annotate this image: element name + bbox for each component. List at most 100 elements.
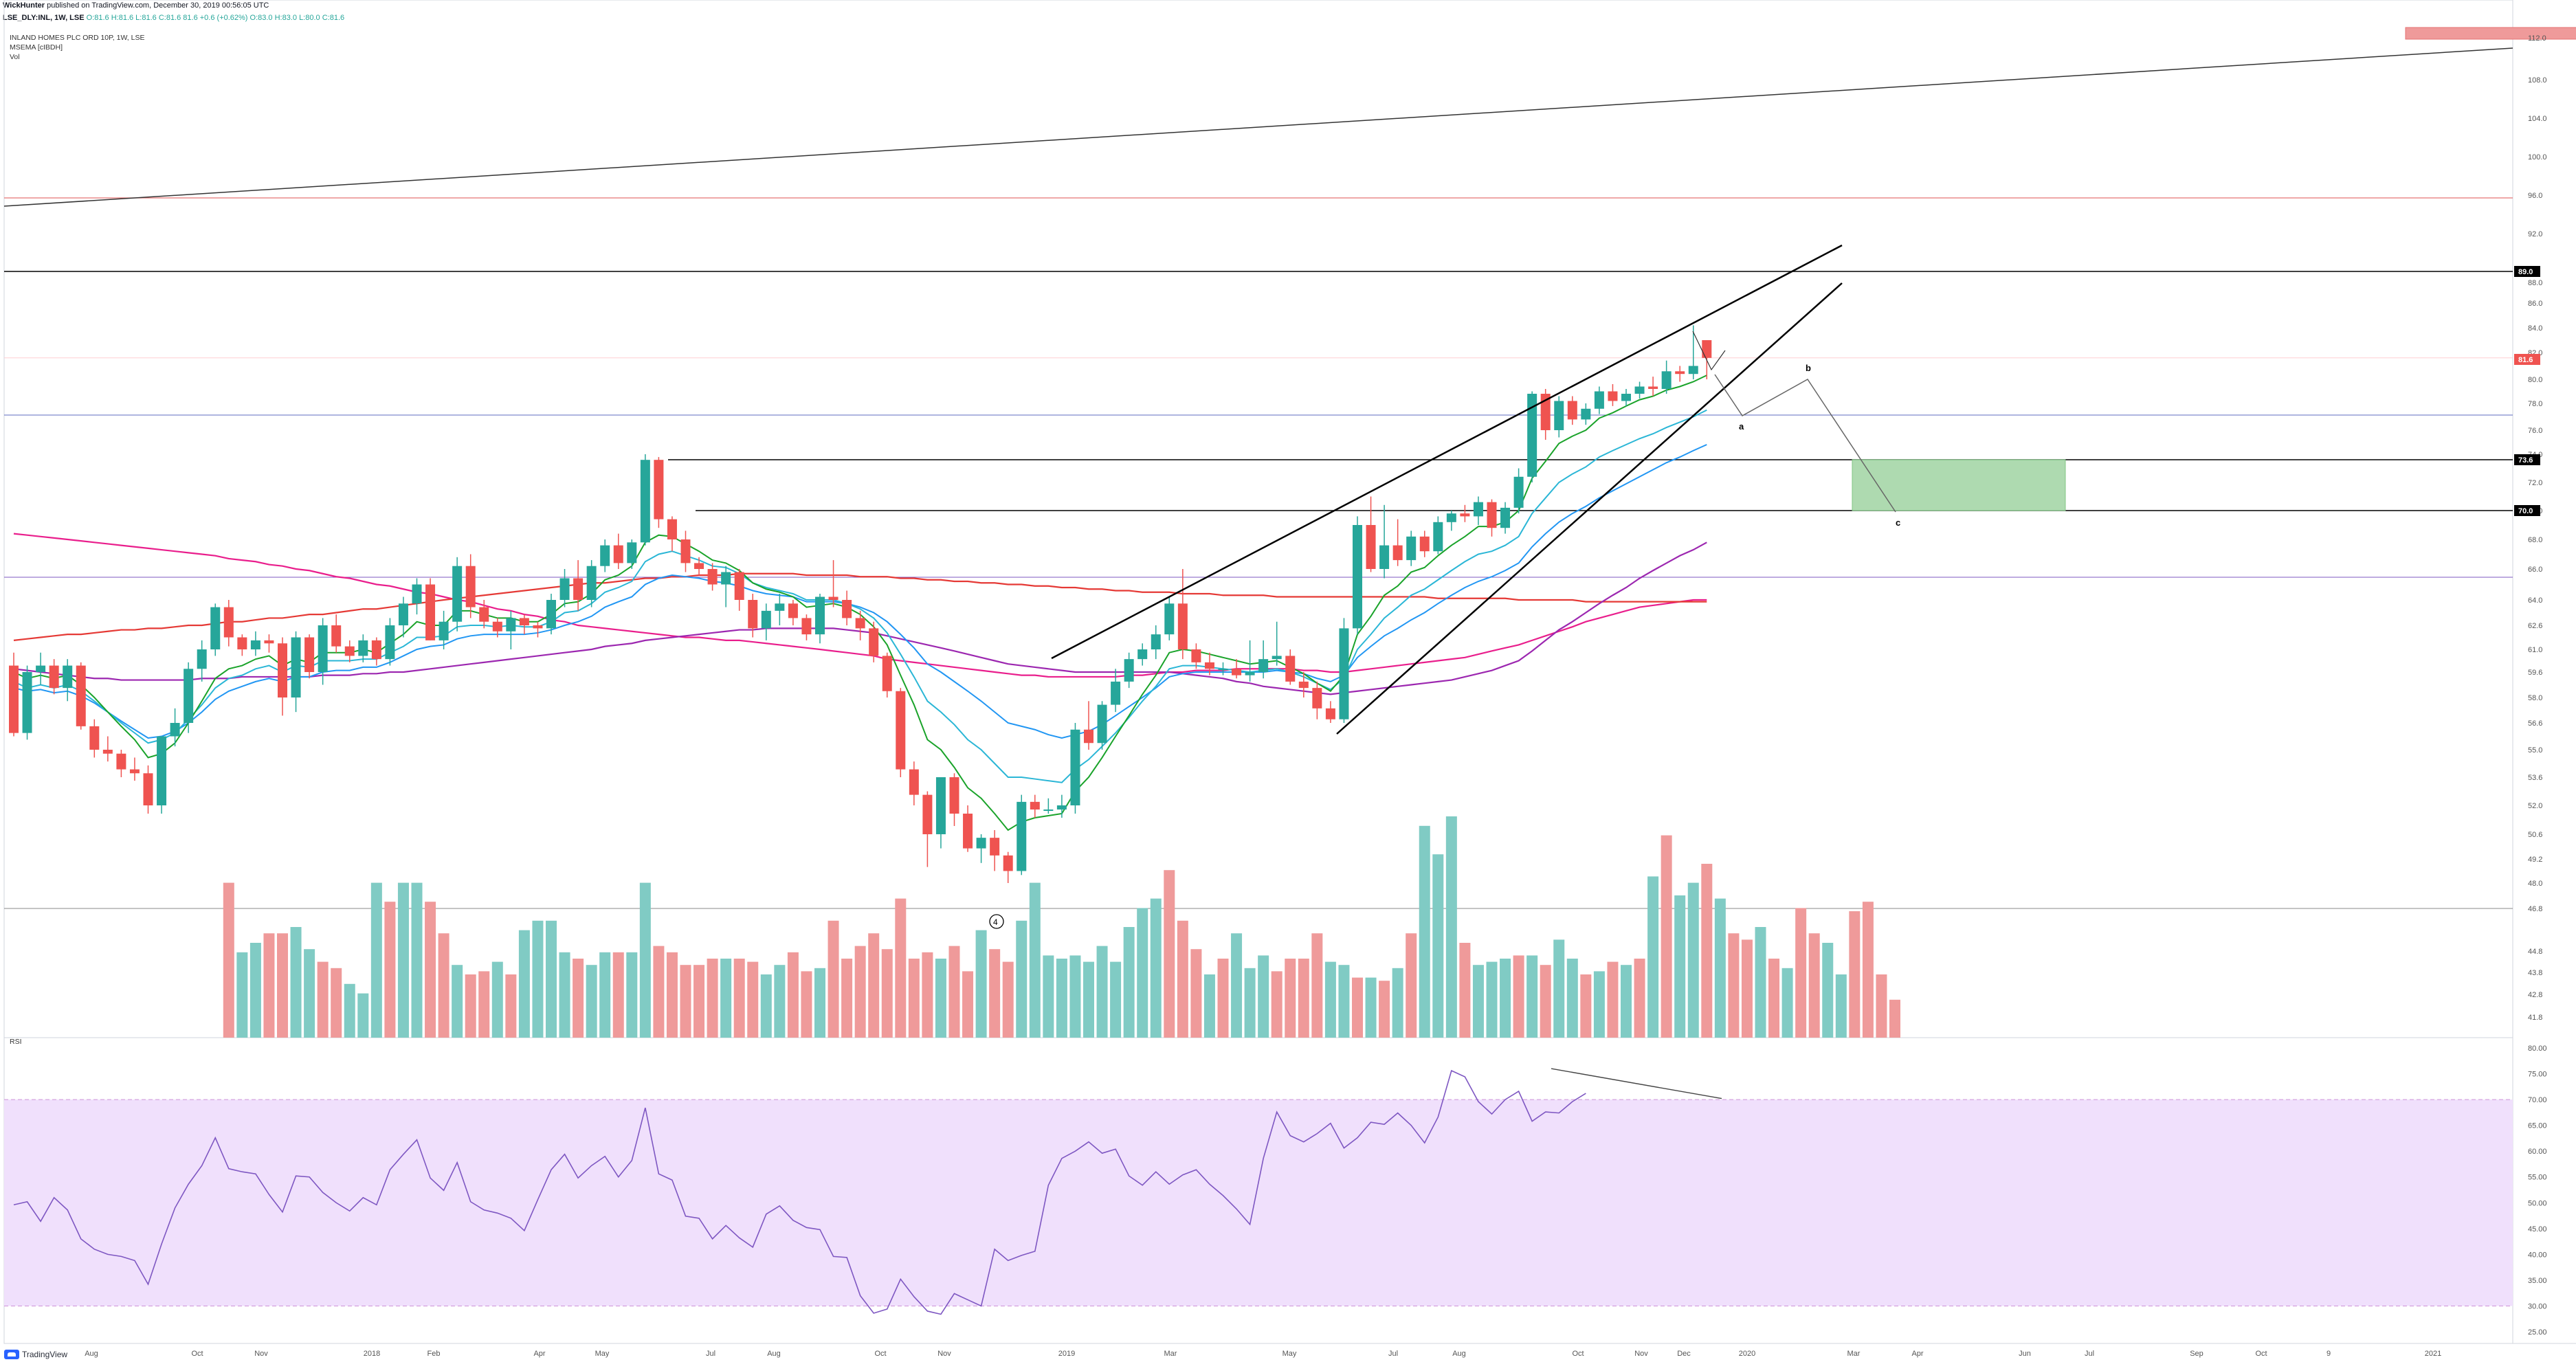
price-marker: 73.6 — [2514, 454, 2540, 465]
candle-body — [1339, 628, 1349, 719]
time-tick-label: May — [595, 1350, 610, 1358]
candle-body — [694, 563, 704, 569]
volume-bar — [236, 952, 248, 1038]
time-tick-label: Jul — [2085, 1350, 2094, 1358]
time-tick-label: Mar — [1847, 1350, 1861, 1358]
volume-bar — [1056, 959, 1067, 1038]
volume-bar — [707, 959, 718, 1038]
time-tick-label: Jul — [706, 1350, 715, 1358]
time-tick-label: 2018 — [364, 1350, 380, 1358]
volume-label[interactable]: Vol — [10, 53, 20, 61]
price-marker-label: 73.6 — [2518, 456, 2533, 465]
price-tick-label: 66.0 — [2528, 566, 2542, 574]
time-tick-label: Nov — [937, 1350, 951, 1358]
candle-body — [815, 596, 825, 635]
author-name[interactable]: WickHunter — [3, 1, 45, 10]
candle-body — [385, 625, 395, 660]
rsi-tick-label: 35.00 — [2528, 1277, 2547, 1285]
candle-body — [788, 603, 798, 618]
volume-bar — [317, 961, 329, 1038]
time-tick-label: Oct — [874, 1350, 886, 1358]
rsi-line — [13, 1069, 1586, 1315]
publish-header: WickHunter published on TradingView.com,… — [3, 1, 828, 22]
price-tick-label: 42.8 — [2528, 991, 2542, 999]
tradingview-logo[interactable]: TradingView — [4, 1348, 67, 1361]
volume-bar — [1244, 968, 1256, 1038]
candle-body — [371, 640, 381, 660]
volume-bar — [922, 952, 933, 1038]
volume-bar — [478, 971, 490, 1038]
volume-bar — [948, 946, 960, 1038]
candle-body — [1111, 681, 1121, 705]
volume-bar — [1701, 864, 1713, 1038]
wave-circle-label: 4 — [993, 917, 998, 927]
price-tick-label: 88.0 — [2528, 279, 2542, 287]
candle-body — [278, 643, 287, 697]
volume-bar — [1083, 961, 1094, 1038]
candle-body — [170, 723, 180, 737]
price-tick-label: 112.0 — [2528, 34, 2546, 43]
price-marker-box — [2514, 266, 2540, 277]
candle-body — [1419, 536, 1430, 552]
candle-body — [223, 607, 234, 638]
volume-bar — [331, 968, 342, 1038]
ema-blue-line — [13, 444, 1707, 739]
price-tick-label: 55.0 — [2528, 746, 2542, 755]
volume-bar — [344, 983, 355, 1038]
price-tick-label: 78.0 — [2528, 400, 2542, 408]
volume-bar — [223, 882, 234, 1038]
indicator-label[interactable]: MSEMA [cIBDH] — [10, 43, 63, 52]
time-tick-label: Dec — [1677, 1350, 1691, 1358]
candle-body — [129, 769, 140, 774]
time-tick-label: Jul — [1388, 1350, 1398, 1358]
price-tick-label: 92.0 — [2528, 230, 2542, 238]
volume-bar — [1526, 955, 1538, 1038]
volume-bar — [881, 949, 893, 1038]
volume-bar — [263, 933, 275, 1038]
volume-bar — [653, 946, 665, 1038]
candle-body — [157, 736, 167, 805]
rsi-label[interactable]: RSI — [10, 1038, 22, 1046]
price-tick-label: 52.0 — [2528, 802, 2542, 810]
candle-body — [990, 838, 1000, 856]
volume-bar — [1674, 895, 1686, 1038]
price-tick-label: 62.6 — [2528, 622, 2542, 630]
volume-bar — [693, 965, 705, 1038]
wave-label-a: a — [1739, 421, 1744, 432]
candle-body — [1164, 603, 1175, 635]
chart-legend: INLAND HOMES PLC ORD 10P, 1W, LSE MSEMA … — [10, 33, 144, 62]
candle-body — [36, 665, 46, 672]
candle-body — [1137, 649, 1148, 660]
volume-bar — [1258, 955, 1269, 1038]
volume-bar — [1311, 933, 1323, 1038]
price-tick-label: 72.0 — [2528, 479, 2542, 487]
volume-bar — [1661, 835, 1672, 1038]
volume-bar — [1862, 902, 1874, 1038]
wave-label-c: c — [1896, 517, 1900, 528]
volume-bar — [438, 933, 449, 1038]
candle-body — [1487, 502, 1497, 528]
time-tick-label: Oct — [1572, 1350, 1584, 1358]
candle-body — [1594, 391, 1604, 409]
candle-body — [1513, 476, 1524, 508]
volume-bar — [1808, 933, 1820, 1038]
candle-body — [842, 600, 852, 618]
volume-bar — [1392, 968, 1403, 1038]
candle-body — [331, 625, 342, 647]
volume-bar — [680, 965, 691, 1038]
candle-body — [452, 566, 463, 622]
volume-bar — [1513, 955, 1524, 1038]
volume-bar — [1835, 974, 1847, 1038]
volume-bar — [599, 952, 611, 1038]
candle-body — [143, 773, 153, 805]
time-tick-label: Aug — [85, 1350, 98, 1358]
candle-body — [1312, 688, 1322, 708]
candle-body — [1232, 669, 1242, 676]
price-marker: 70.0 — [2514, 505, 2540, 516]
wave-circle — [989, 914, 1004, 929]
candle-body — [627, 542, 637, 563]
rsi-tick-label: 75.00 — [2528, 1071, 2547, 1079]
price-marker-box — [2514, 505, 2540, 516]
symbol-line: LSE_DLY:INL, 1W, LSE — [3, 14, 85, 22]
